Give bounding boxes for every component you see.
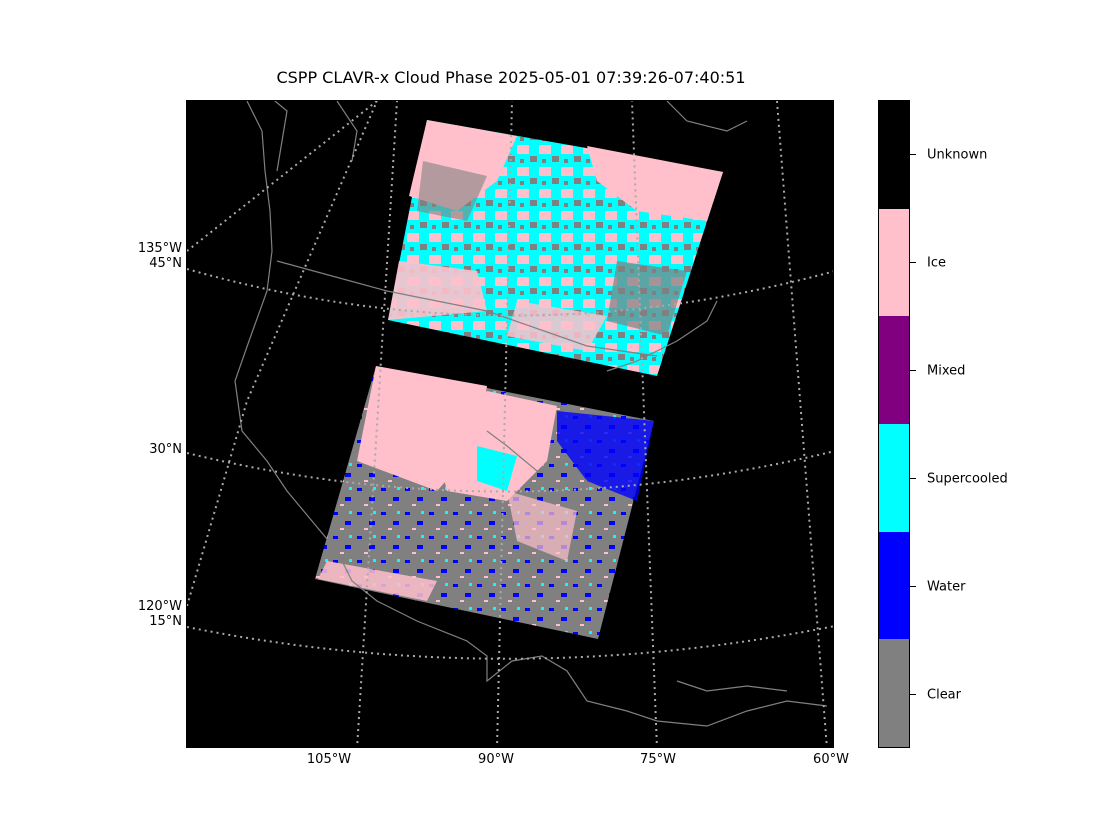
granule-north: [388, 120, 723, 376]
map-panel: [186, 100, 834, 748]
x-tick-label: 75°W: [640, 752, 676, 767]
colorbar-segment-mixed: [879, 316, 909, 425]
y-tick-label: 135°W 45°N: [120, 241, 182, 271]
colorbar-label-supercooled: Supercooled: [927, 471, 1008, 487]
colorbar-tick: [910, 694, 916, 695]
colorbar-segment-clear: [879, 639, 909, 748]
lat-label: 45°N: [149, 256, 182, 271]
y-tick-label: 120°W 15°N: [120, 599, 182, 629]
colorbar-tick: [910, 262, 916, 263]
lon-label: 135°W: [137, 241, 182, 256]
colorbar-label-water: Water: [927, 579, 966, 595]
granule-south: [315, 366, 654, 639]
colorbar-label-ice: Ice: [927, 255, 946, 271]
lat-label: 30°N: [149, 442, 182, 457]
colorbar-tick: [910, 370, 916, 371]
map-canvas: [187, 101, 833, 747]
colorbar-label-clear: Clear: [927, 687, 961, 703]
colorbar-tick: [910, 478, 916, 479]
colorbar-segment-unknown: [879, 101, 909, 209]
colorbar-segment-supercooled: [879, 424, 909, 532]
colorbar-segment-ice: [879, 208, 909, 317]
x-tick-label: 105°W: [306, 752, 352, 767]
graticule: [187, 101, 833, 747]
colorbar-tick: [910, 154, 916, 155]
lat-label: 15°N: [149, 614, 182, 629]
lon-label: 120°W: [137, 599, 182, 614]
colorbar-tick: [910, 586, 916, 587]
colorbar-label-unknown: Unknown: [927, 147, 988, 163]
x-tick-label: 60°W: [813, 752, 849, 767]
y-tick-label: 30°N: [120, 442, 182, 457]
coastlines: [234, 101, 828, 727]
colorbar-label-mixed: Mixed: [927, 363, 966, 379]
colorbar: [878, 100, 910, 748]
colorbar-segment-water: [879, 531, 909, 640]
x-tick-label: 90°W: [478, 752, 514, 767]
map-title: CSPP CLAVR-x Cloud Phase 2025-05-01 07:3…: [276, 68, 746, 87]
